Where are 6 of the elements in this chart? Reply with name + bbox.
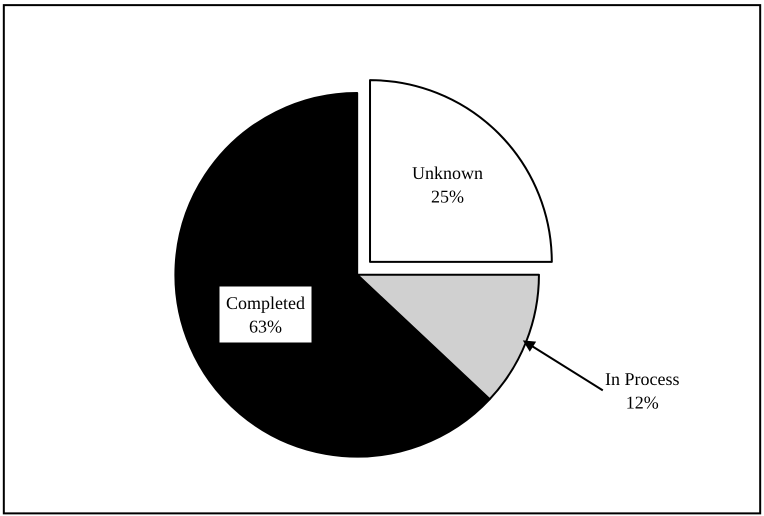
slice-label: In Process <box>605 369 680 389</box>
data-label: 63% <box>249 316 282 336</box>
data-label: 25% <box>431 186 464 206</box>
data-label: 12% <box>626 392 659 412</box>
slice-label: Completed <box>226 293 305 313</box>
slice-label: Unknown <box>412 163 483 183</box>
